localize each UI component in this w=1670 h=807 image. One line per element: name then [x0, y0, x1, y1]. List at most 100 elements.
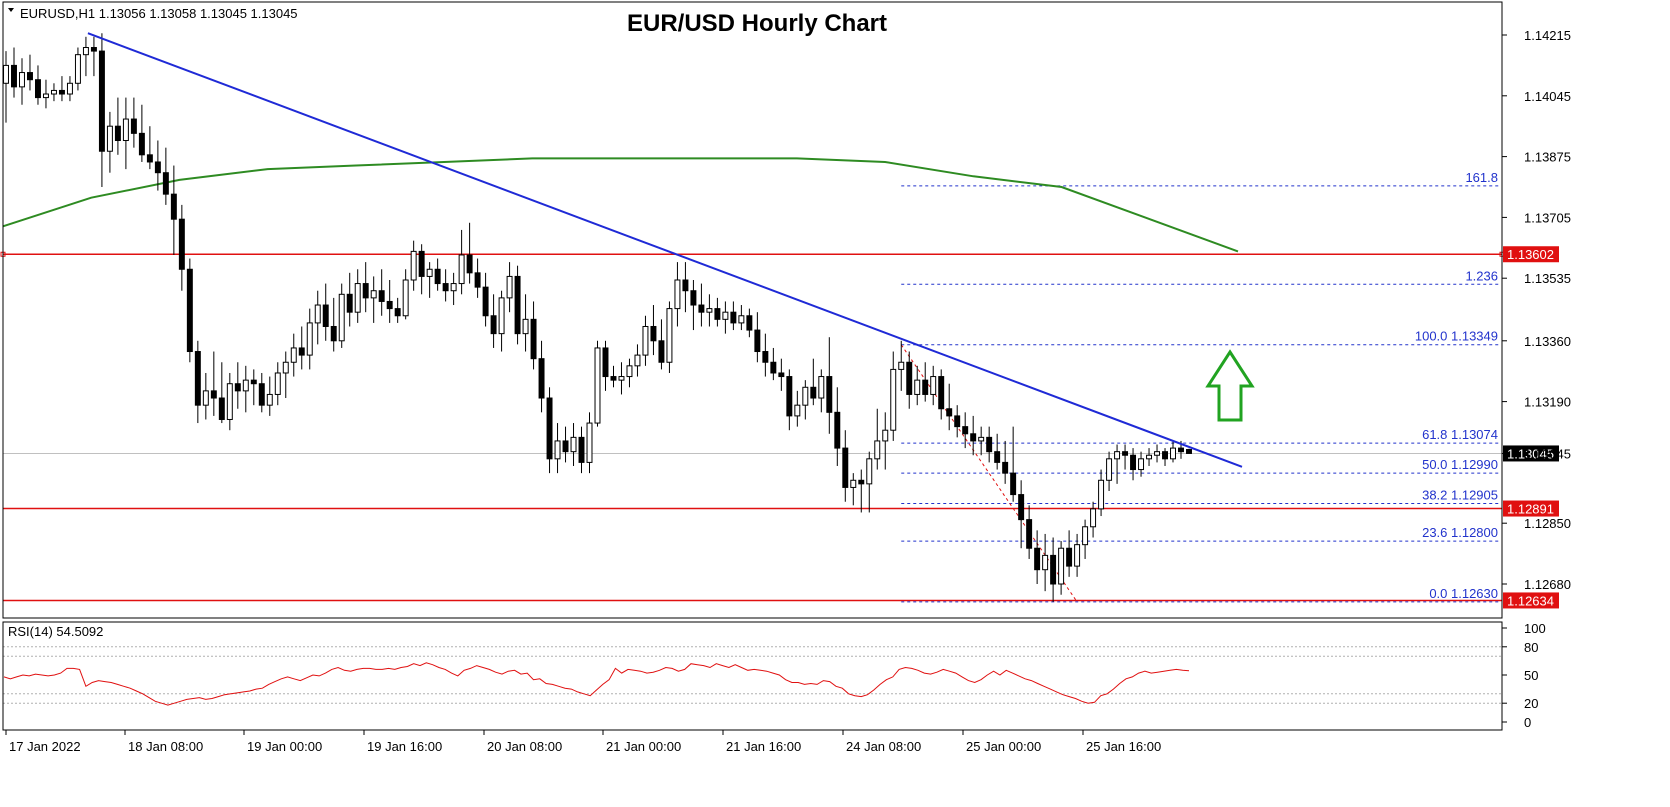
candle	[122, 97, 129, 170]
candle	[1066, 530, 1073, 577]
candle	[106, 111, 113, 173]
candle	[570, 423, 577, 466]
candle	[354, 269, 361, 323]
candle	[986, 426, 993, 463]
candle	[482, 272, 489, 327]
rsi-panel: 100 80 50 20 0	[3, 621, 1546, 730]
ma-line	[2, 157, 1239, 253]
candle	[218, 362, 225, 424]
fib-level-label: 1.236	[1465, 268, 1498, 283]
up-arrow-icon	[1205, 349, 1255, 422]
candle	[602, 340, 609, 391]
candle	[114, 97, 121, 155]
candle	[746, 308, 753, 338]
candle	[1050, 537, 1057, 602]
current-price-tag	[1503, 445, 1559, 462]
candle	[882, 412, 889, 470]
candle	[906, 351, 913, 409]
candle	[1034, 530, 1041, 584]
candle	[802, 380, 809, 420]
candle	[434, 258, 441, 291]
candle	[610, 365, 617, 388]
candle	[826, 337, 833, 434]
candle	[698, 283, 705, 327]
x-tick-label: 21 Jan 00:00	[606, 739, 681, 754]
candle	[242, 365, 249, 413]
candle	[394, 297, 401, 323]
candle	[162, 147, 169, 205]
candle	[458, 229, 465, 295]
x-tick-label: 19 Jan 00:00	[247, 739, 322, 754]
candle	[178, 204, 185, 291]
candle	[730, 301, 737, 331]
candle	[1002, 440, 1009, 484]
candle	[450, 272, 457, 306]
fib-level-label: 61.8 1.13074	[1422, 427, 1498, 442]
y-tick-label: 1.13875	[1524, 150, 1571, 165]
candle	[706, 294, 713, 327]
candle	[586, 412, 593, 474]
candle	[186, 258, 193, 363]
candle	[1098, 469, 1105, 517]
candle	[466, 222, 473, 284]
candle	[1058, 541, 1065, 595]
level-tag	[1503, 500, 1559, 517]
candle	[194, 340, 201, 424]
y-tick-label: 1.14045	[1524, 89, 1571, 104]
trendline	[87, 32, 1243, 468]
candle	[674, 262, 681, 327]
candle	[202, 372, 209, 420]
candle	[1154, 444, 1161, 463]
candle	[754, 312, 761, 363]
candle	[874, 408, 881, 470]
candle	[682, 262, 689, 313]
rsi-tick-label: 50	[1524, 668, 1538, 683]
candle	[338, 283, 345, 348]
rsi-panel-frame	[2, 621, 1503, 731]
y-tick-label: 1.13190	[1524, 395, 1571, 410]
candle	[714, 297, 721, 327]
candle	[66, 76, 73, 102]
level-tag	[1503, 592, 1559, 609]
candle	[722, 301, 729, 334]
candle	[1170, 440, 1176, 463]
candle	[810, 358, 817, 406]
candle	[778, 358, 785, 391]
x-tick-label: 25 Jan 16:00	[1086, 739, 1161, 754]
level-tag	[1503, 246, 1559, 263]
current-price-label: 1.13045	[1507, 446, 1554, 461]
candle	[690, 279, 697, 331]
candle	[514, 265, 521, 345]
candle	[818, 369, 825, 413]
candle	[938, 369, 945, 420]
candle	[506, 262, 513, 313]
rsi-line	[3, 662, 1190, 706]
fib-level-label: 161.8	[1465, 170, 1498, 185]
candle	[154, 140, 161, 191]
candle	[1082, 519, 1089, 559]
candle	[90, 36, 97, 77]
candle	[1162, 448, 1168, 466]
candle	[978, 426, 985, 456]
candle	[498, 290, 505, 352]
y-tick-label: 1.13360	[1524, 334, 1571, 349]
candle	[226, 372, 233, 431]
candle	[130, 97, 137, 148]
rsi-tick-label: 20	[1524, 696, 1538, 711]
x-tick-label: 20 Jan 08:00	[487, 739, 562, 754]
y-tick-label: 1.13535	[1524, 271, 1571, 286]
arrow	[1205, 349, 1255, 422]
candle	[634, 344, 641, 377]
y-tick-label: 1.13045	[1524, 446, 1571, 461]
candle	[210, 351, 217, 416]
candle	[1106, 451, 1113, 492]
x-tick-label: 25 Jan 00:00	[966, 739, 1041, 754]
fib-level-label: 0.0 1.12630	[1429, 586, 1498, 601]
candle	[866, 451, 873, 513]
candle	[282, 351, 289, 399]
candle	[642, 315, 649, 366]
x-tick-label: 18 Jan 08:00	[128, 739, 203, 754]
